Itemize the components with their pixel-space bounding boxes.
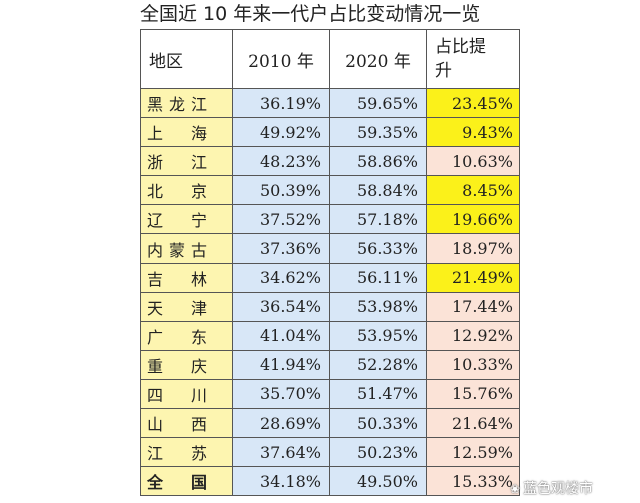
watermark: ❀ 蓝色观楼市 xyxy=(510,478,593,500)
rise-cell: 10.33% xyxy=(426,349,520,380)
value-2020-cell: 56.11% xyxy=(329,262,427,293)
value-2020-cell: 57.18% xyxy=(329,204,427,235)
value-2020-cell: 59.65% xyxy=(329,87,427,119)
rise-cell: 21.64% xyxy=(426,408,520,439)
region-cell: 山 西 xyxy=(140,408,233,439)
value-2010-cell: 48.23% xyxy=(232,146,330,177)
rise-cell: 9.43% xyxy=(426,117,520,148)
table-row: 江 苏 37.64% 50.23% 12.59% xyxy=(140,437,520,468)
value-2020-cell: 59.35% xyxy=(329,117,427,148)
rise-cell: 15.76% xyxy=(426,378,520,410)
region-cell: 四 川 xyxy=(140,378,233,410)
rise-cell: 18.97% xyxy=(426,233,520,264)
column-header-region: 地区 xyxy=(140,29,233,89)
header-row: 地区 2010 年 2020 年 占比提升 xyxy=(140,29,520,89)
table-row: 重 庆 41.94% 52.28% 10.33% xyxy=(140,349,520,380)
column-header-2010: 2010 年 xyxy=(232,29,330,89)
value-2010-cell: 36.54% xyxy=(232,291,330,322)
rise-cell: 12.92% xyxy=(426,320,520,351)
value-2020-cell: 52.28% xyxy=(329,349,427,380)
region-cell: 江 苏 xyxy=(140,437,233,468)
value-2010-cell: 41.04% xyxy=(232,320,330,351)
table-body: 黑龙江 36.19% 59.65% 23.45% 上 海 49.92% 59.35% 9.43… xyxy=(140,87,520,497)
value-2020-cell: 50.33% xyxy=(329,408,427,439)
value-2010-cell: 34.62% xyxy=(232,262,330,293)
value-2010-cell: 35.70% xyxy=(232,378,330,410)
region-cell: 吉 林 xyxy=(140,262,233,293)
value-2020-cell: 56.33% xyxy=(329,233,427,264)
table-row: 吉 林 34.62% 56.11% 21.49% xyxy=(140,262,520,293)
value-2020-cell: 58.84% xyxy=(329,175,427,206)
region-cell: 浙 江 xyxy=(140,146,233,177)
table-row: 四 川 35.70% 51.47% 15.76% xyxy=(140,378,520,410)
region-cell: 辽 宁 xyxy=(140,204,233,235)
value-2020-cell: 53.95% xyxy=(329,320,427,351)
page-title: 全国近 10 年来一代户占比变动情况一览 xyxy=(140,3,481,25)
value-2010-cell: 37.64% xyxy=(232,437,330,468)
value-2010-cell: 34.18% xyxy=(232,466,330,497)
table-row: 内蒙古 37.36% 56.33% 18.97% xyxy=(140,233,520,264)
table-row: 浙 江 48.23% 58.86% 10.63% xyxy=(140,146,520,177)
total-row: 全 国 34.18% 49.50% 15.33% xyxy=(140,466,520,497)
table-row: 辽 宁 37.52% 57.18% 19.66% xyxy=(140,204,520,235)
region-cell: 广 东 xyxy=(140,320,233,351)
region-cell: 重 庆 xyxy=(140,349,233,380)
region-cell: 上 海 xyxy=(140,117,233,148)
value-2010-cell: 41.94% xyxy=(232,349,330,380)
column-header-rise: 占比提升 xyxy=(426,29,520,89)
table-row: 北 京 50.39% 58.84% 8.45% xyxy=(140,175,520,206)
table-row: 上 海 49.92% 59.35% 9.43% xyxy=(140,117,520,148)
rise-cell: 23.45% xyxy=(426,87,520,119)
table-row: 黑龙江 36.19% 59.65% 23.45% xyxy=(140,87,520,119)
rise-cell: 10.63% xyxy=(426,146,520,177)
value-2010-cell: 50.39% xyxy=(232,175,330,206)
region-cell: 内蒙古 xyxy=(140,233,233,264)
value-2020-cell: 51.47% xyxy=(329,378,427,410)
rise-cell: 12.59% xyxy=(426,437,520,468)
value-2020-cell: 50.23% xyxy=(329,437,427,468)
data-table: 地区 2010 年 2020 年 占比提升 黑龙江 36.19% 59.65% 23.… xyxy=(140,29,520,497)
value-2010-cell: 37.36% xyxy=(232,233,330,264)
paw-icon: ❀ xyxy=(510,482,521,496)
rise-cell: 17.44% xyxy=(426,291,520,322)
column-header-2020: 2020 年 xyxy=(329,29,427,89)
value-2020-cell: 49.50% xyxy=(329,466,427,497)
value-2020-cell: 53.98% xyxy=(329,291,427,322)
region-cell: 黑龙江 xyxy=(140,87,233,119)
rise-cell: 19.66% xyxy=(426,204,520,235)
region-cell: 北 京 xyxy=(140,175,233,206)
rise-cell: 21.49% xyxy=(426,262,520,293)
region-cell: 天 津 xyxy=(140,291,233,322)
value-2010-cell: 37.52% xyxy=(232,204,330,235)
watermark-text: 蓝色观楼市 xyxy=(523,481,594,497)
value-2010-cell: 36.19% xyxy=(232,87,330,119)
region-cell: 全 国 xyxy=(140,466,233,497)
table-row: 天 津 36.54% 53.98% 17.44% xyxy=(140,291,520,322)
value-2010-cell: 49.92% xyxy=(232,117,330,148)
value-2020-cell: 58.86% xyxy=(329,146,427,177)
value-2010-cell: 28.69% xyxy=(232,408,330,439)
rise-cell: 15.33% xyxy=(426,466,520,497)
table-row: 山 西 28.69% 50.33% 21.64% xyxy=(140,408,520,439)
table-row: 广 东 41.04% 53.95% 12.92% xyxy=(140,320,520,351)
rise-cell: 8.45% xyxy=(426,175,520,206)
